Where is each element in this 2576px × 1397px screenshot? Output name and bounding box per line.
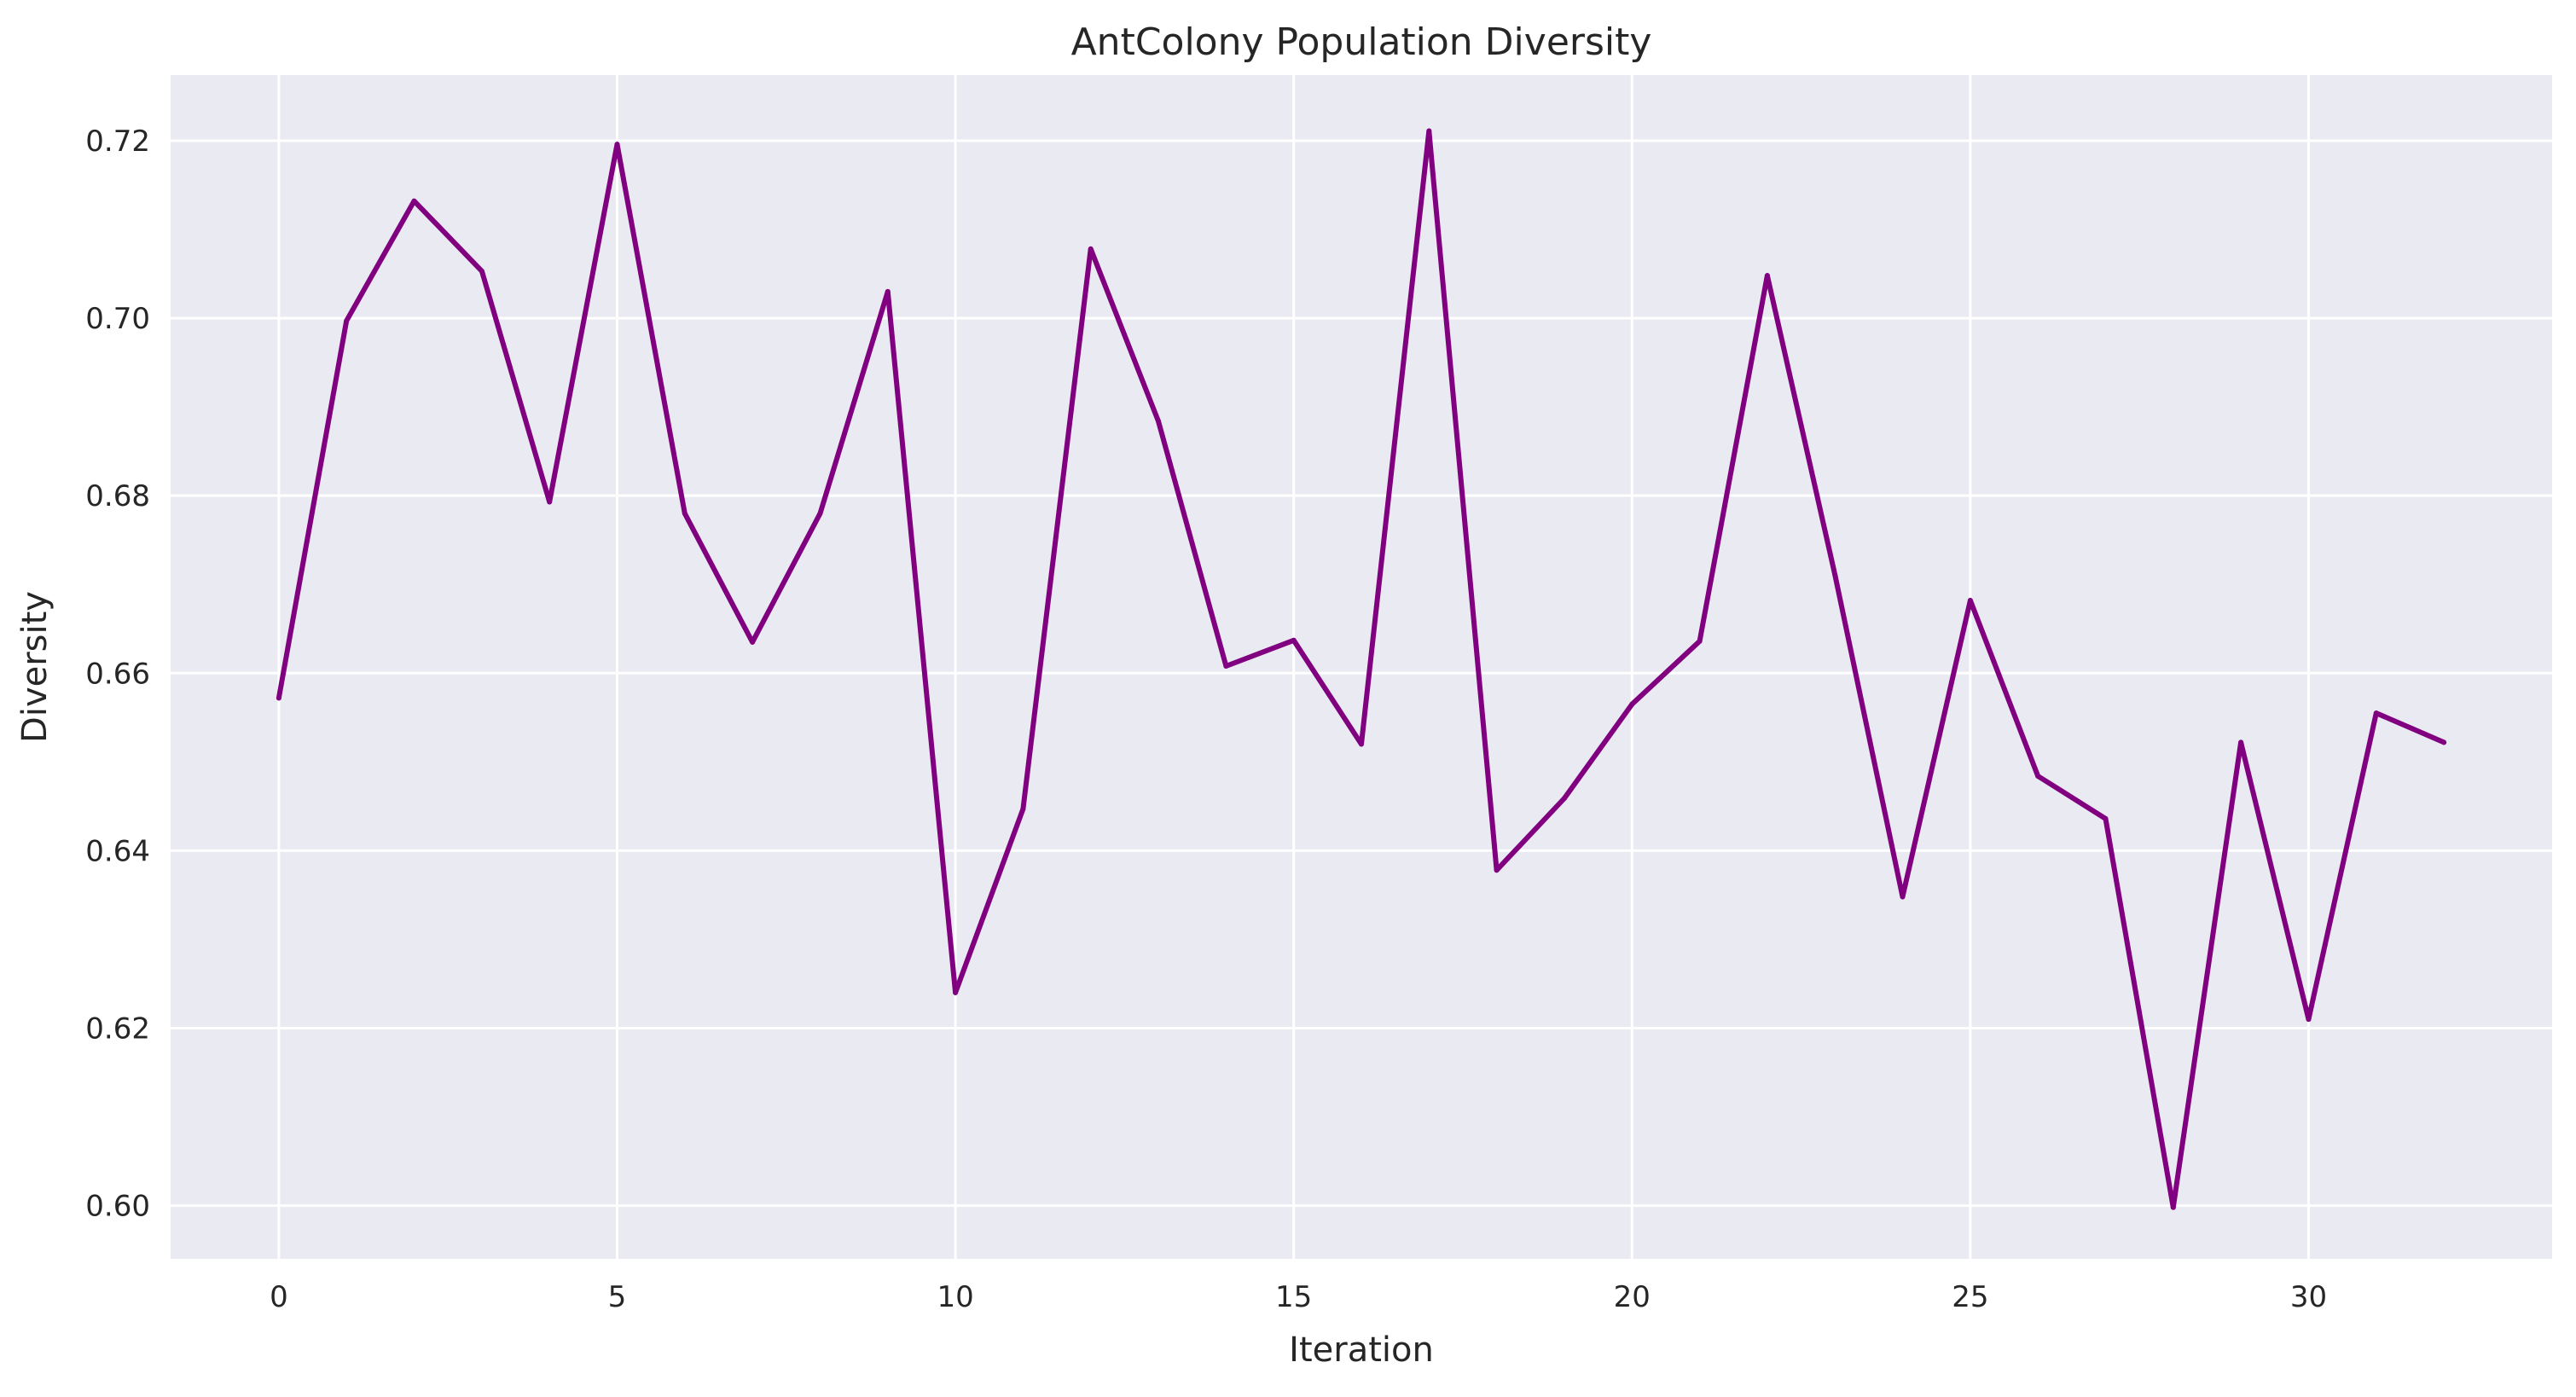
data-point <box>2238 739 2244 745</box>
data-point <box>276 695 281 701</box>
data-point <box>479 268 484 274</box>
y-tick-label: 0.70 <box>85 302 150 336</box>
data-point <box>1764 273 1770 279</box>
data-point <box>1629 701 1635 707</box>
data-point <box>2103 815 2109 821</box>
data-point <box>2306 1017 2312 1023</box>
x-tick-label: 0 <box>270 1280 288 1314</box>
x-tick-label: 30 <box>2290 1280 2327 1314</box>
plot-background <box>171 75 2552 1259</box>
data-point <box>1156 418 1162 424</box>
data-point <box>1900 894 1906 900</box>
x-tick-label: 20 <box>1614 1280 1651 1314</box>
x-tick-label: 5 <box>608 1280 627 1314</box>
data-point <box>2170 1204 2176 1210</box>
data-point <box>411 198 417 204</box>
data-point <box>817 510 823 516</box>
x-axis-label: Iteration <box>1289 1330 1434 1370</box>
data-point <box>614 142 620 148</box>
data-point <box>1697 638 1703 644</box>
data-point <box>1832 571 1838 577</box>
y-tick-label: 0.62 <box>85 1012 150 1046</box>
data-point <box>344 318 350 324</box>
data-point <box>750 639 756 645</box>
data-point <box>1359 741 1364 747</box>
data-point <box>953 989 959 995</box>
x-tick-label: 10 <box>937 1280 973 1314</box>
y-axis-label: Diversity <box>15 591 55 743</box>
tick-labels: 0 5 10 15 20 25 30 0.60 0.62 0.64 0.66 0.68 0.70 0.72 <box>85 125 2327 1314</box>
grid <box>171 75 2552 1259</box>
data-point <box>1223 663 1229 669</box>
y-tick-label: 0.68 <box>85 479 150 513</box>
y-tick-label: 0.64 <box>85 834 150 868</box>
y-tick-label: 0.60 <box>85 1190 150 1224</box>
data-point <box>547 499 553 505</box>
y-tick-label: 0.72 <box>85 125 150 159</box>
data-point <box>1967 597 1973 603</box>
data-point <box>1020 806 1026 812</box>
series-layer <box>276 128 2447 1210</box>
data-point <box>1561 795 1567 801</box>
data-point <box>1426 128 1432 134</box>
data-point <box>1088 246 1094 252</box>
x-tick-label: 15 <box>1275 1280 1312 1314</box>
x-tick-label: 25 <box>1952 1280 1988 1314</box>
data-point <box>885 288 891 294</box>
data-point <box>682 510 688 516</box>
data-point <box>2035 773 2041 779</box>
data-point <box>1494 867 1500 873</box>
y-tick-label: 0.66 <box>85 657 150 691</box>
chart-title: AntColony Population Diversity <box>1071 20 1652 64</box>
data-point <box>1291 637 1297 643</box>
data-point <box>2373 710 2379 716</box>
data-point <box>2441 739 2447 745</box>
